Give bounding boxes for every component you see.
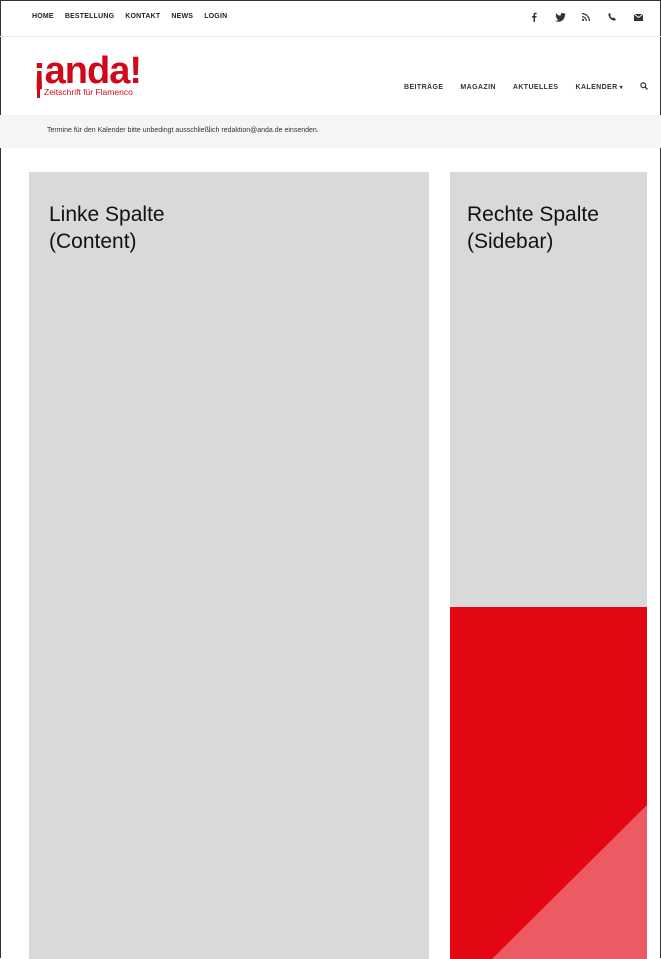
top-bar: HOME BESTELLUNG KONTAKT NEWS LOGIN [0,0,661,37]
topnav-login[interactable]: LOGIN [204,13,228,20]
nav-kalender[interactable]: KALENDER ▾ [575,84,623,91]
right-column: Rechte Spalte (Sidebar) [450,172,647,959]
nav-beitraege[interactable]: BEITRÄGE [404,83,444,91]
left-column: Linke Spalte (Content) [29,172,429,959]
topnav-bestellung[interactable]: BESTELLUNG [64,13,115,20]
site-logo[interactable]: ¡anda! Zeitschrift für Flamenco [33,50,142,98]
left-column-subtitle: (Content) [49,230,137,253]
nav-kalender-label: KALENDER [575,83,618,91]
topnav-news[interactable]: NEWS [171,13,194,20]
left-column-title: Linke Spalte [49,203,165,226]
rss-icon[interactable] [579,10,593,24]
nav-magazin[interactable]: MAGAZIN [460,83,496,91]
notice-bar: Termine für den Kalender bitte unbedingt… [0,115,661,148]
chevron-down-icon: ▾ [619,84,623,91]
logo-bar [37,84,40,98]
right-column-subtitle: (Sidebar) [467,230,554,253]
social-links [527,10,645,24]
facebook-icon[interactable] [527,10,541,24]
logo-wordmark: ¡anda! [33,50,142,92]
main-nav: BEITRÄGE MAGAZIN AKTUELLES KALENDER ▾ [404,82,648,92]
notice-text: Termine für den Kalender bitte unbedingt… [47,127,319,134]
nav-aktuelles[interactable]: AKTUELLES [512,83,559,91]
sidebar-red-block [450,607,647,959]
top-nav: HOME BESTELLUNG KONTAKT NEWS LOGIN [32,13,227,20]
sidebar-red-diagonal [492,805,647,959]
topnav-kontakt[interactable]: KONTAKT [125,13,161,20]
topnav-home[interactable]: HOME [32,13,54,20]
mail-icon[interactable] [631,10,645,24]
logo-tagline: Zeitschrift für Flamenco [44,87,133,97]
twitter-icon[interactable] [553,10,567,24]
phone-icon[interactable] [605,10,619,24]
right-column-title: Rechte Spalte [467,203,599,226]
search-icon[interactable] [640,82,648,92]
